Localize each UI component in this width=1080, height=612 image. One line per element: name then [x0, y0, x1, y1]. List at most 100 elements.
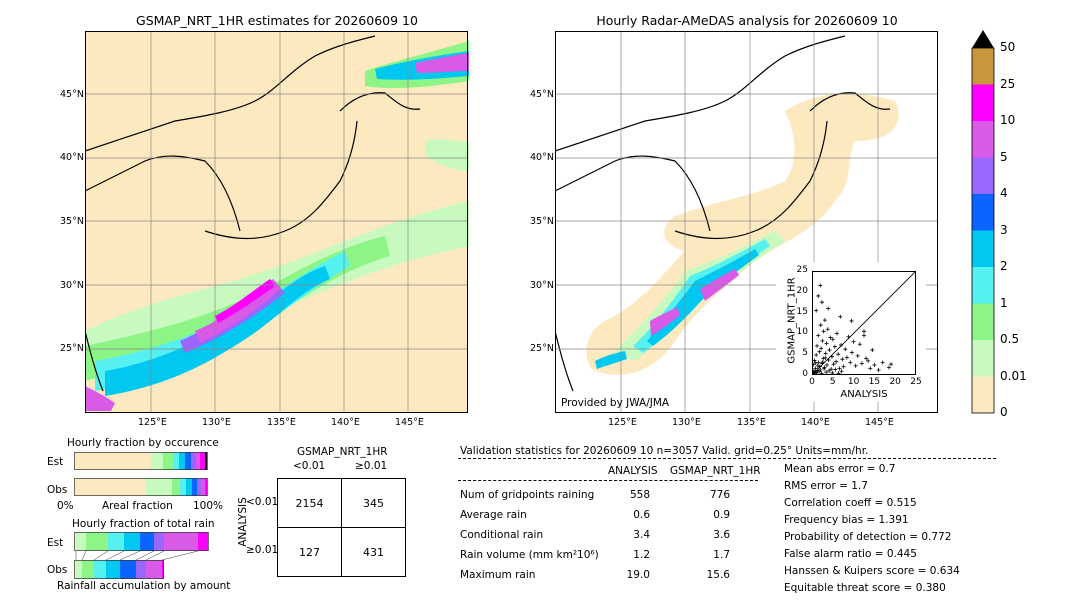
- contingency-col-label: ≥0.01: [355, 460, 388, 472]
- right-lat-label: 40°N: [530, 152, 554, 163]
- scatter-point: [828, 335, 833, 340]
- scatter-point: [844, 355, 849, 360]
- contingency-row-label: ≥0.01: [246, 544, 279, 556]
- left-lon-label: 145°E: [395, 417, 424, 428]
- colorbar-segment: [972, 121, 994, 158]
- scatter-inset-bg: [776, 262, 926, 402]
- scatter-point: [829, 354, 834, 359]
- validation-row-label: Conditional rain: [460, 529, 544, 541]
- contingency-cell: 345: [341, 478, 406, 528]
- score-line: Frequency bias = 1.391: [784, 514, 909, 526]
- scatter-point: [859, 361, 864, 366]
- contingency-cell: 127: [277, 527, 342, 577]
- scatter-xtick-label: 0: [809, 377, 815, 387]
- scatter-point: [870, 348, 875, 353]
- scatter-point: [836, 371, 841, 375]
- colorbar-segment: [972, 48, 994, 85]
- scatter-point: [816, 333, 821, 338]
- validation-row-gsmap: 0.9: [713, 509, 730, 521]
- scatter-point: [830, 370, 835, 375]
- right-lat-label: 25°N: [530, 343, 554, 354]
- scatter-point: [812, 369, 817, 374]
- occurrence-row-est: Est: [47, 456, 64, 468]
- colorbar-segment: [972, 230, 994, 267]
- occurrence-row-obs: Obs: [47, 484, 68, 496]
- right-lon-label: 130°E: [672, 417, 701, 428]
- scatter-point: [824, 363, 829, 368]
- scatter-point: [824, 341, 829, 346]
- score-line: RMS error = 1.7: [784, 480, 868, 492]
- left-lat-label: 40°N: [60, 152, 84, 163]
- scatter-xlabel: ANALYSIS: [840, 389, 888, 400]
- contingency-row-label: <0.01: [246, 496, 279, 508]
- scatter-ytick-label: 0: [802, 369, 808, 379]
- scatter-ytick-label: 10: [796, 327, 808, 338]
- scatter-point: [841, 364, 846, 369]
- validation-row-gsmap: 1.7: [713, 549, 730, 561]
- scatter-point: [819, 300, 824, 305]
- validation-divider: [458, 480, 758, 481]
- radar-credit: Provided by JWA/JMA: [561, 397, 670, 409]
- right-map-title: Hourly Radar-AMeDAS analysis for 2026060…: [596, 13, 898, 28]
- colorbar-tick-label: 0.01: [1000, 368, 1027, 383]
- scatter-point: [886, 365, 891, 370]
- right-lon-label: 125°E: [608, 417, 637, 428]
- colorbar-tick-label: 5: [1000, 149, 1008, 164]
- scatter-point: [812, 370, 817, 375]
- colorbar-tick-label: 4: [1000, 186, 1008, 200]
- scatter-point: [823, 351, 828, 356]
- scatter-point: [813, 366, 818, 371]
- scatter-point: [825, 327, 830, 332]
- scatter-point: [834, 359, 839, 364]
- scatter-point: [814, 353, 819, 358]
- scatter-point: [823, 355, 828, 360]
- contingency-table: 2154 345 127 431: [277, 478, 406, 577]
- validation-col-gsmap: GSMAP_NRT_1HR: [670, 465, 761, 477]
- scatter-point: [864, 356, 869, 361]
- scatter-xtick-label: 15: [868, 377, 881, 387]
- score-line: Mean abs error = 0.7: [784, 463, 896, 475]
- contingency-cell: 2154: [277, 478, 342, 528]
- colorbar: [971, 30, 995, 414]
- scatter-point: [826, 358, 831, 363]
- validation-row-analysis: 3.4: [633, 529, 650, 541]
- contingency-col-label: <0.01: [293, 460, 326, 472]
- left-map-title: GSMAP_NRT_1HR estimates for 20260609 10: [136, 13, 418, 28]
- score-line: Hanssen & Kuipers score = 0.634: [784, 565, 960, 577]
- validation-row-analysis: 558: [629, 489, 650, 501]
- scatter-ytick-label: 5: [802, 348, 808, 359]
- scatter-point: [819, 371, 824, 375]
- total-rain-row-obs: Obs: [47, 564, 68, 576]
- colorbar-segment: [972, 267, 994, 304]
- scatter-xtick-label: 10: [847, 377, 860, 387]
- validation-row-gsmap: 776: [709, 489, 730, 501]
- scatter-point: [830, 337, 835, 342]
- total-rain-footer: Rainfall accumulation by amount: [57, 580, 231, 592]
- scatter-point: [817, 364, 822, 369]
- scatter-point: [862, 333, 866, 338]
- score-line: False alarm ratio = 0.445: [784, 548, 917, 560]
- scatter-point: [855, 353, 860, 358]
- validation-row-label: Maximum rain: [460, 569, 536, 581]
- scatter-point: [849, 350, 854, 355]
- colorbar-segment: [972, 303, 994, 340]
- colorbar-tick-label: 0.5: [1000, 332, 1020, 346]
- colorbar-over-arrow: [972, 30, 994, 48]
- total-rain-bars: [74, 532, 209, 579]
- scatter-point: [849, 318, 854, 323]
- colorbar-tick-label: 25: [1000, 76, 1016, 91]
- right-lat-label: 35°N: [530, 216, 554, 227]
- total-rain-title: Hourly fraction of total rain: [72, 518, 215, 530]
- scatter-point: [851, 339, 856, 344]
- scatter-point: [853, 363, 858, 368]
- left-lon-label: 135°E: [267, 417, 296, 428]
- colorbar-segment: [972, 194, 994, 231]
- scatter-point: [820, 360, 825, 365]
- colorbar-tick-label: 1: [1000, 295, 1008, 310]
- score-line: Probability of detection = 0.772: [784, 531, 952, 543]
- scatter-point: [827, 368, 832, 373]
- occurrence-bars: [74, 452, 208, 496]
- occurrence-title: Hourly fraction by occurence: [67, 437, 219, 449]
- scatter-point: [846, 334, 851, 339]
- right-lon-label: 135°E: [737, 417, 766, 428]
